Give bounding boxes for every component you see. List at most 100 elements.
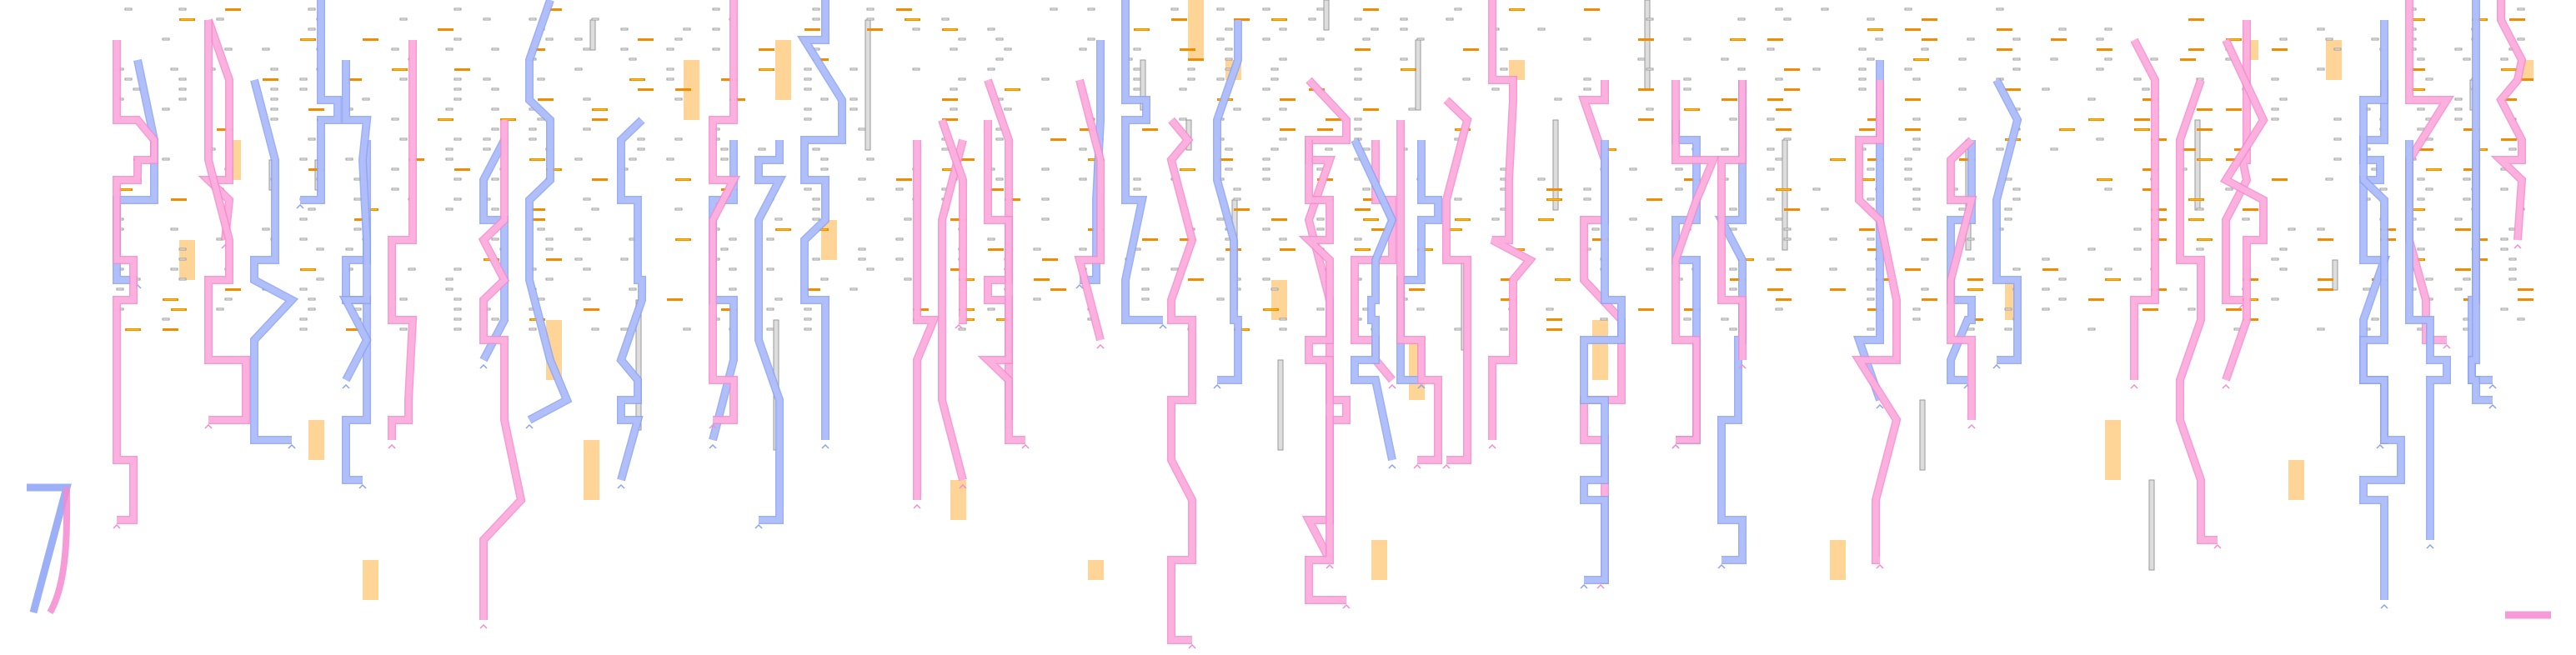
grey-tick: [1546, 308, 1554, 311]
track-end-caret-icon: [2380, 603, 2388, 609]
grey-tick: [2363, 288, 2371, 291]
grey-tick: [574, 228, 583, 231]
grey-bar: [865, 19, 871, 151]
grey-tick: [2417, 58, 2425, 61]
orange-tick: [1997, 48, 2012, 51]
pink-track: [2493, 0, 2525, 241]
grey-tick: [2463, 178, 2471, 181]
grey-tick: [1316, 228, 1325, 231]
grey-tick: [591, 328, 599, 331]
orange-tick: [1280, 98, 1296, 101]
grey-tick: [812, 208, 820, 211]
grey-tick: [454, 308, 462, 311]
orange-tick: [2455, 228, 2471, 231]
orange-tick: [1684, 178, 1700, 181]
orange-tick-core: [1448, 229, 1461, 230]
orange-tick-core: [302, 269, 314, 270]
grey-bar: [1323, 0, 1330, 31]
grey-tick: [950, 88, 958, 91]
grey-tick: [574, 158, 583, 161]
blue-track: [755, 140, 784, 523]
grey-tick: [958, 38, 966, 41]
grey-tick: [1225, 58, 1233, 61]
grey-tick: [958, 328, 966, 331]
orange-tick: [1050, 288, 1066, 291]
orange-tick: [2042, 268, 2058, 271]
orange-tick-core: [944, 169, 956, 170]
orange-region: [1188, 0, 1204, 60]
grey-tick: [2012, 268, 2021, 271]
grey-tick: [529, 328, 537, 331]
track-end-caret-icon: [296, 203, 304, 209]
track-end-caret-icon: [2443, 343, 2451, 349]
track-end-caret-icon: [709, 423, 717, 429]
orange-tick: [1867, 118, 1883, 121]
orange-tick: [638, 38, 654, 41]
orange-tick: [363, 38, 378, 41]
orange-tick: [1180, 238, 1195, 241]
orange-tick: [592, 178, 608, 181]
grey-tick: [2425, 188, 2433, 191]
orange-tick: [988, 248, 1004, 251]
grey-tick: [133, 88, 141, 91]
grey-tick: [1216, 298, 1225, 301]
grey-tick: [1683, 88, 1691, 91]
orange-tick: [546, 8, 562, 11]
orange-tick-core: [2136, 129, 2148, 130]
grey-tick: [629, 288, 637, 291]
orange-tick: [1776, 128, 1792, 131]
grey-tick: [2417, 228, 2425, 231]
orange-tick: [538, 98, 554, 101]
pink-track: [2222, 38, 2267, 382]
grey-tick: [1179, 88, 1187, 91]
track-end-caret-icon: [358, 483, 367, 489]
grey-tick: [2463, 198, 2471, 201]
pink-track: [113, 40, 158, 523]
grey-tick: [2500, 58, 2508, 61]
grey-tick: [545, 238, 554, 241]
grey-tick: [2271, 108, 2279, 111]
grey-tick: [1400, 18, 1408, 21]
grey-tick: [987, 68, 995, 71]
grey-tick: [2508, 268, 2517, 271]
orange-tick: [1905, 28, 1921, 31]
grey-tick: [858, 258, 866, 261]
grey-tick: [178, 98, 187, 101]
orange-tick: [1501, 278, 1516, 281]
grey-tick: [2454, 218, 2463, 221]
pink-track: [1168, 118, 1195, 643]
grey-tick: [1087, 8, 1095, 11]
orange-tick-core: [594, 109, 606, 110]
grey-tick: [308, 298, 316, 301]
grey-tick: [1637, 58, 1646, 61]
grey-tick: [591, 208, 599, 211]
grey-tick: [1996, 148, 2004, 151]
orange-tick-core: [998, 319, 1010, 320]
grey-tick: [766, 328, 774, 331]
grey-bar: [2332, 259, 2338, 291]
grey-tick: [178, 78, 187, 81]
grey-tick: [1354, 18, 1362, 21]
grey-tick: [2317, 68, 2325, 71]
orange-tick-core: [1969, 289, 1982, 290]
orange-tick: [2463, 168, 2479, 171]
orange-tick-core: [677, 239, 689, 240]
orange-tick: [942, 118, 958, 121]
grey-tick: [995, 178, 1004, 181]
track-end-caret-icon: [1442, 463, 1451, 469]
grey-tick: [491, 178, 499, 181]
orange-tick: [529, 218, 545, 221]
orange-tick-core: [1006, 89, 1019, 90]
orange-tick: [263, 78, 278, 81]
grey-tick: [2042, 308, 2050, 311]
grey-tick: [1262, 88, 1270, 91]
grey-tick: [454, 298, 462, 301]
grey-tick: [454, 328, 462, 331]
grey-tick: [812, 18, 820, 21]
orange-tick: [1905, 128, 1921, 131]
orange-tick: [950, 268, 966, 271]
orange-tick: [959, 158, 975, 161]
grey-tick: [2188, 308, 2196, 311]
grey-tick: [162, 38, 170, 41]
grey-tick: [1867, 198, 1875, 201]
